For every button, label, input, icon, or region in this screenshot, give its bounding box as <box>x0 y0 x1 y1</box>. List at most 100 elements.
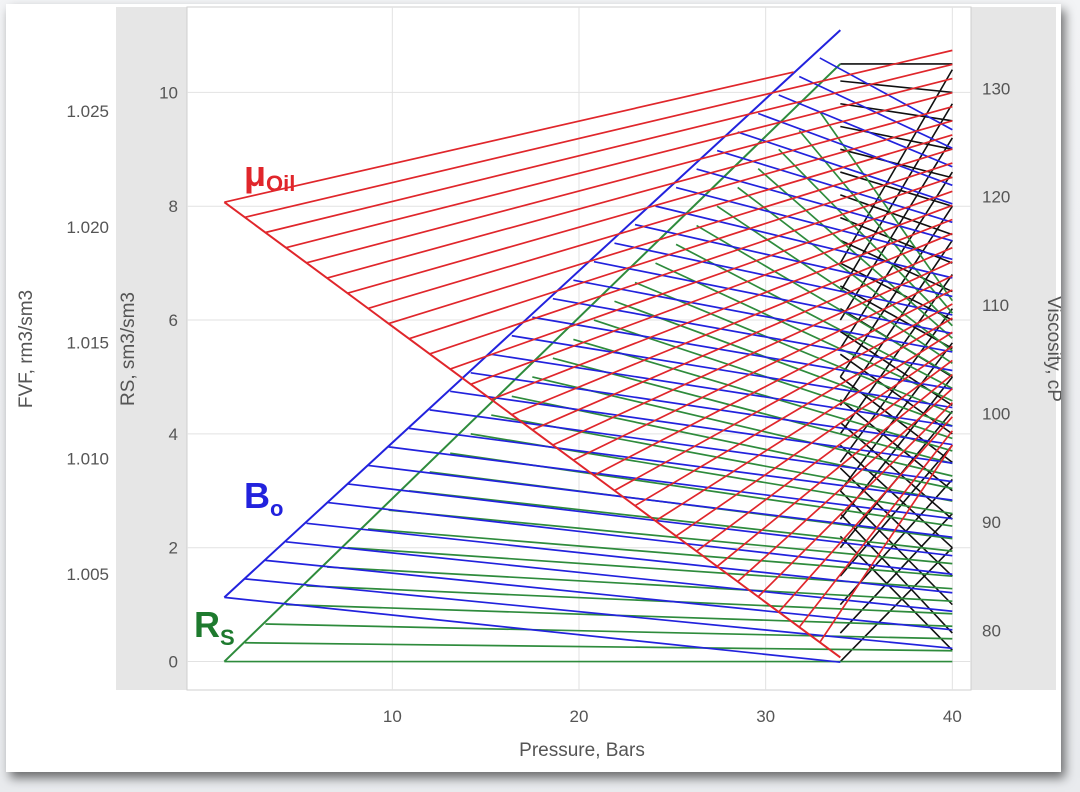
rs-line-15 <box>532 376 953 477</box>
bo-line-1 <box>244 578 953 650</box>
bo-line-8 <box>388 446 953 520</box>
mu-oil-line-8 <box>388 148 953 325</box>
rs-line-16 <box>552 357 953 465</box>
fvf-tick-label-4: 1.025 <box>66 102 109 121</box>
fvf-tick-label-2: 1.015 <box>66 334 109 353</box>
viscosity-tick-label-5: 130 <box>982 79 1010 98</box>
mu-oil-line-0 <box>224 71 794 203</box>
mu-oil-line-22 <box>675 345 953 537</box>
mu-oil-line-7 <box>367 134 953 310</box>
rs-line-1 <box>244 641 953 652</box>
mu-oil-line-14 <box>511 232 953 416</box>
mu-oil-line-28 <box>798 430 954 628</box>
rs-line-23 <box>696 224 953 377</box>
rs-tick-label-0: 0 <box>169 653 178 672</box>
rs-tick-label-2: 4 <box>169 425 178 444</box>
hatch-line-2 <box>840 102 953 122</box>
bo-line-29 <box>819 57 953 131</box>
bo-line-14 <box>511 334 953 409</box>
viscosity-tick-label-4: 120 <box>982 188 1010 207</box>
bo-line-6 <box>347 483 953 557</box>
mu-oil-line-5 <box>326 105 953 279</box>
rs-line-7 <box>367 528 953 578</box>
rs-line-29 <box>819 111 954 302</box>
rs-line-8 <box>388 509 953 565</box>
mu-oil-line-17 <box>573 275 953 461</box>
fvf-tick-label-0: 1.005 <box>66 565 109 584</box>
bo-line-0 <box>224 596 841 664</box>
fvf-tick-label-1: 1.010 <box>66 449 109 468</box>
hatch-line-23 <box>839 513 953 634</box>
hatch-line-10 <box>839 285 953 350</box>
hatch-line-33 <box>839 171 954 349</box>
series-label-rs: RS <box>194 604 235 650</box>
mu-oil-line-18 <box>593 289 953 477</box>
rs-line-4 <box>306 584 953 615</box>
rs-line-26 <box>757 168 953 339</box>
rs-bubble-point-line <box>223 63 842 663</box>
hatch-line-3 <box>840 125 953 151</box>
viscosity-tick-label-3: 110 <box>982 296 1009 315</box>
rs-line-17 <box>573 338 953 452</box>
hatch-line-4 <box>840 148 953 179</box>
mu-oil-line-20 <box>634 317 953 507</box>
mu-oil-line-9 <box>408 162 953 340</box>
mu-oil-line-26 <box>757 402 953 598</box>
mu-oil-line-4 <box>306 91 953 264</box>
x-axis-title: Pressure, Bars <box>519 740 645 761</box>
mu-oil-line-15 <box>531 246 953 431</box>
mu-oil-line-23 <box>696 359 953 552</box>
right-axis-band <box>971 7 1056 690</box>
x-tick-label-1: 20 <box>570 707 589 726</box>
hatch-line-32 <box>839 205 954 378</box>
bo-line-11 <box>450 390 953 464</box>
rs-line-22 <box>675 243 953 390</box>
bo-line-2 <box>265 559 953 631</box>
rs-line-24 <box>716 205 953 365</box>
mu-oil-line-12 <box>470 204 953 386</box>
bo-line-17 <box>573 279 953 353</box>
rs-line-18 <box>593 319 953 440</box>
y-axis-title-viscosity: Viscosity, cP <box>1043 296 1061 402</box>
rs-tick-label-1: 2 <box>169 539 178 558</box>
left-axis-band <box>116 7 187 690</box>
viscosity-tick-label-1: 90 <box>982 513 1001 532</box>
hatch-line-15 <box>839 399 953 492</box>
fvf-tick-label-3: 1.020 <box>66 218 109 237</box>
mu-oil-line-24 <box>716 373 953 568</box>
bo-line-21 <box>655 205 953 279</box>
series-label-bo: Bo <box>244 475 283 521</box>
mu-oil-line-19 <box>614 303 953 492</box>
bo-line-13 <box>491 353 953 427</box>
mu-oil-line-16 <box>552 260 953 446</box>
rs-line-21 <box>655 262 953 402</box>
bo-line-9 <box>409 427 953 501</box>
rs-tick-label-4: 8 <box>169 197 178 216</box>
series-bo <box>223 29 953 664</box>
hatch-line-8 <box>840 239 953 293</box>
bo-line-10 <box>429 409 953 483</box>
mu-oil-line-11 <box>449 190 953 370</box>
bo-bubble-point-line <box>223 29 842 599</box>
mu-oil-line-2 <box>265 63 953 234</box>
bo-line-25 <box>737 131 953 205</box>
y-axis-title-rs: RS, sm3/sm3 <box>118 292 139 406</box>
mu-oil-bubble-point-line <box>223 201 841 659</box>
viscosity-tick-label-0: 80 <box>982 621 1001 640</box>
mu-oil-line-1 <box>244 49 953 219</box>
rs-line-5 <box>326 566 953 603</box>
y-axis-title-fvf: FVF, rm3/sm3 <box>16 290 37 408</box>
bo-line-3 <box>285 540 953 613</box>
series-label-mu-oil: μOil <box>244 153 295 196</box>
chart-card: 10 20 30 40 0 2 4 6 8 10 1.005 1.010 1.015 1.020 1.025… <box>6 4 1061 772</box>
bo-line-20 <box>634 223 953 298</box>
mu-oil-line-10 <box>429 176 953 355</box>
mu-oil-line-3 <box>285 77 953 249</box>
viscosity-tick-label-2: 100 <box>982 405 1010 424</box>
bo-line-24 <box>716 149 953 224</box>
rs-line-9 <box>409 489 953 552</box>
rs-line-14 <box>511 395 953 490</box>
hatch-line-18 <box>839 467 953 577</box>
x-tick-label-2: 30 <box>756 707 775 726</box>
x-tick-label-0: 10 <box>383 707 402 726</box>
